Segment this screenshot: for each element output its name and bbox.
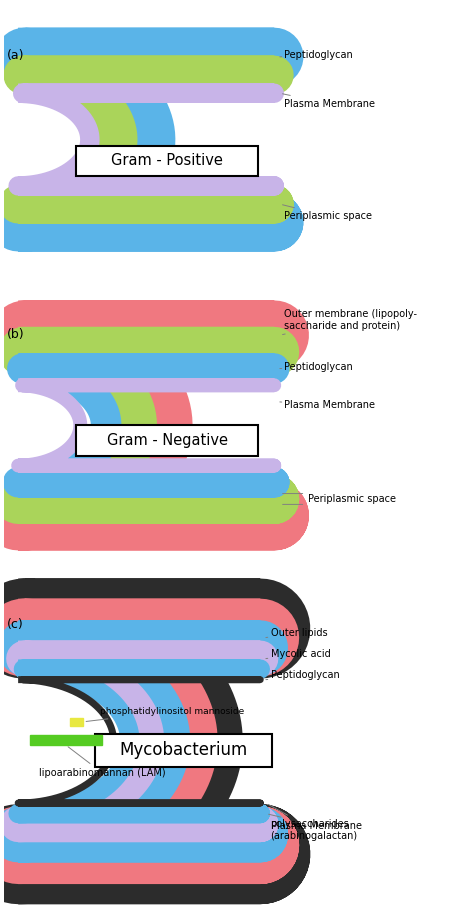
Text: phosphatidylinositol mannoside: phosphatidylinositol mannoside [86, 707, 244, 722]
Text: Gram - Negative: Gram - Negative [107, 433, 228, 448]
Text: (c): (c) [7, 618, 23, 631]
Text: Plasma Membrane: Plasma Membrane [269, 814, 362, 831]
Bar [30, 734, 102, 745]
FancyBboxPatch shape [76, 146, 258, 176]
Text: lipoarabinomannan (LAM): lipoarabinomannan (LAM) [39, 747, 166, 778]
Text: Mycobacterium: Mycobacterium [119, 742, 247, 760]
Text: Plasma Membrane: Plasma Membrane [283, 94, 375, 108]
Text: (b): (b) [7, 328, 24, 341]
Bar [70, 718, 83, 726]
Text: Gram - Positive: Gram - Positive [111, 153, 223, 169]
Text: (a): (a) [7, 49, 24, 62]
Text: Outer lipids: Outer lipids [266, 628, 327, 638]
Text: Outer membrane (lipopoly-
saccharide and protein): Outer membrane (lipopoly- saccharide and… [283, 309, 418, 334]
Text: Peptidoglycan: Peptidoglycan [280, 362, 353, 372]
Text: Periplasmic space: Periplasmic space [283, 205, 373, 221]
Text: Mycolic acid: Mycolic acid [266, 649, 330, 659]
FancyBboxPatch shape [95, 734, 272, 767]
Text: Peptidoglycan: Peptidoglycan [280, 50, 353, 60]
Text: Periplasmic space: Periplasmic space [308, 494, 396, 504]
Text: Plasma Membrane: Plasma Membrane [280, 400, 375, 410]
Text: Peptidoglycan: Peptidoglycan [266, 670, 339, 681]
FancyBboxPatch shape [76, 425, 258, 456]
Text: polysaccharides
(arabinogalactan): polysaccharides (arabinogalactan) [268, 804, 358, 841]
